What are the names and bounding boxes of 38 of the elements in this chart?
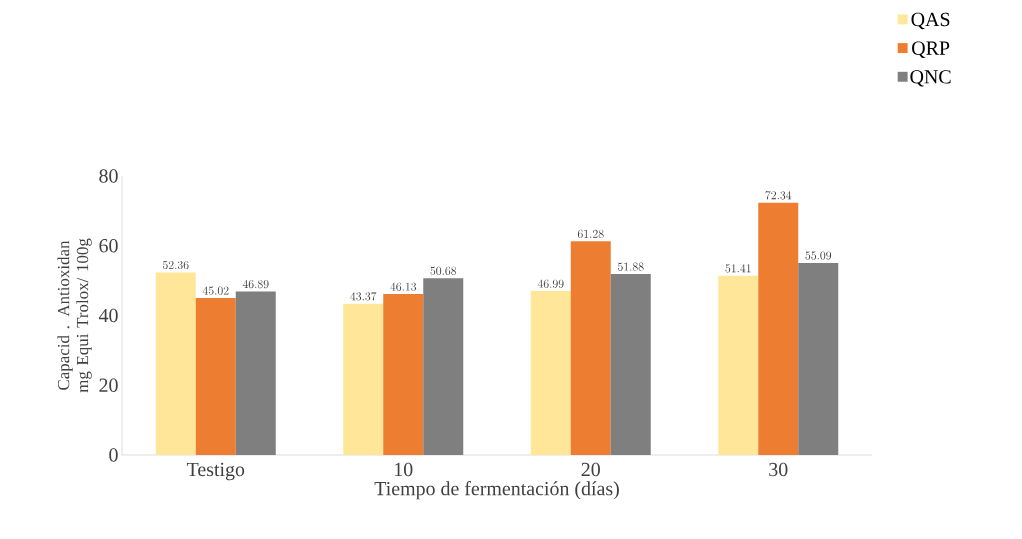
x-axis-title: Tiempo de fermentación (días)	[374, 481, 619, 500]
data-label: 72.34	[765, 191, 792, 200]
data-label: 51 .41	[725, 264, 751, 273]
bar	[798, 262, 839, 455]
x-tick-label: 20	[581, 462, 600, 477]
bar	[383, 294, 424, 455]
data-label: 51 .88	[618, 262, 644, 271]
data-label: 50.68	[430, 266, 457, 275]
x-tick-label: 30	[769, 462, 788, 477]
bar	[195, 297, 236, 455]
data-label: 43.37	[350, 292, 377, 301]
x-tick-label: 10	[395, 462, 413, 477]
bar	[423, 278, 464, 455]
legend-label: QAS	[911, 12, 950, 30]
y-tick-label: 0	[109, 448, 118, 462]
bar	[610, 274, 651, 455]
y-tick-label: 60	[99, 239, 118, 253]
bar	[758, 202, 799, 455]
bar	[718, 275, 759, 455]
data-label: 46. 13	[390, 282, 417, 291]
data-label: 61 .28	[577, 229, 604, 239]
data-label: 45.02	[202, 286, 229, 295]
data-label: 55.09	[805, 251, 832, 260]
y-tick-label: 80	[99, 169, 118, 183]
data-label: 46.99	[537, 279, 564, 288]
x-tick-label: Testigo	[186, 462, 245, 481]
data-label: 52.36	[163, 260, 189, 270]
y-tick-label: 40	[98, 308, 118, 323]
legend-label: QNC	[910, 70, 951, 87]
y-tick-label: 20	[99, 378, 118, 392]
bar	[570, 241, 611, 455]
y-axis-title: Capacid . Antioxidan mg Equi Trolox/ 100g	[57, 238, 92, 393]
legend-label: QRP	[912, 41, 950, 58]
bar	[343, 303, 384, 455]
bar	[155, 272, 196, 455]
bar	[530, 291, 571, 455]
bar	[235, 291, 276, 455]
data-label: 46.89	[242, 279, 269, 289]
